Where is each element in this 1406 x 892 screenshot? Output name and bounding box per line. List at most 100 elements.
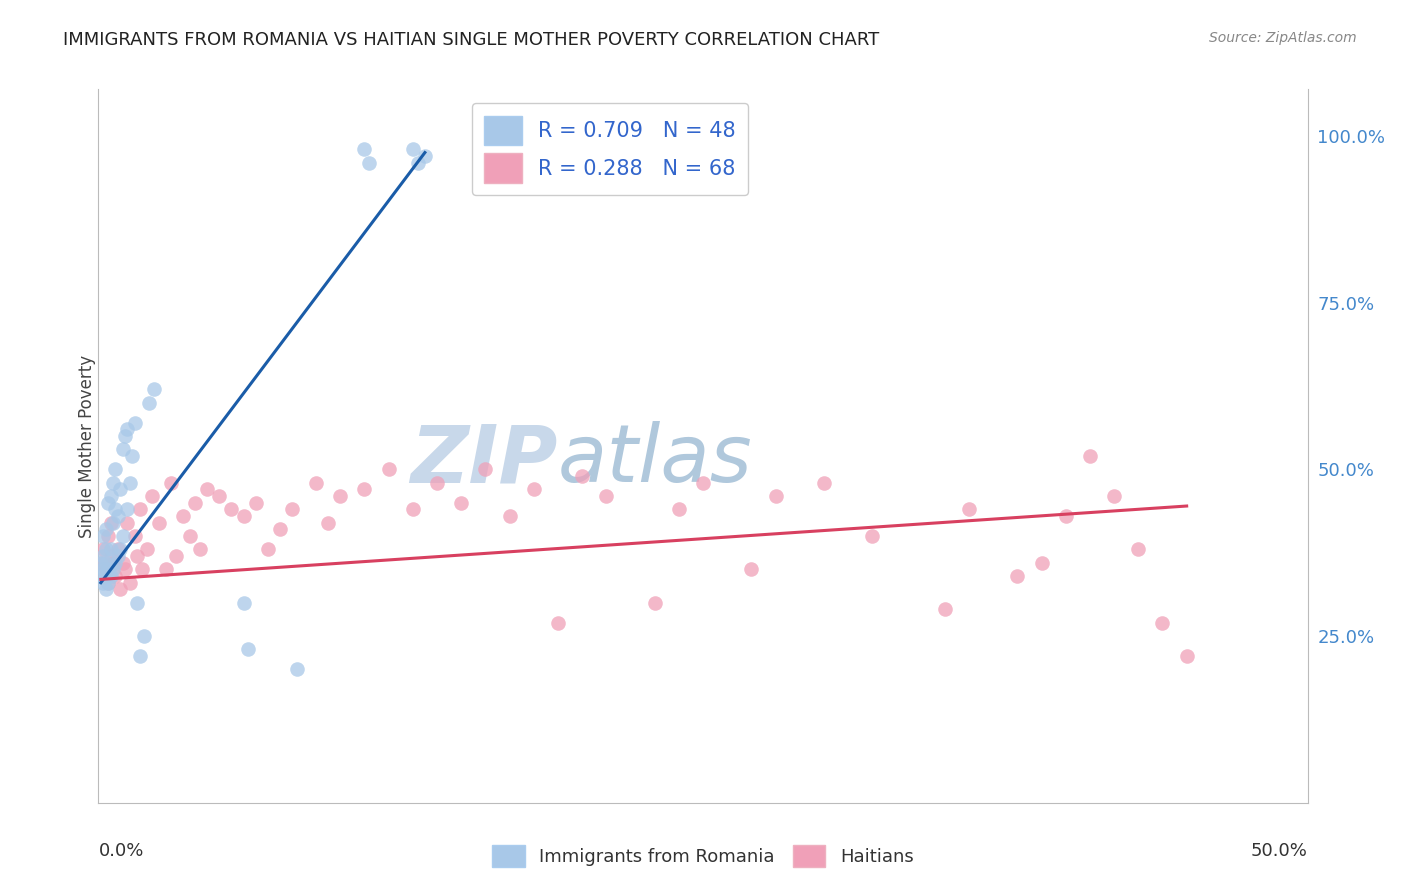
Point xyxy=(134,629,156,643)
Point xyxy=(128,649,150,664)
Point xyxy=(184,496,207,510)
Point xyxy=(91,562,114,576)
Point xyxy=(498,509,520,524)
Point xyxy=(108,483,131,497)
Point xyxy=(426,475,449,490)
Point xyxy=(155,562,177,576)
Point xyxy=(860,529,883,543)
Point xyxy=(100,569,122,583)
Point xyxy=(316,516,339,530)
Point xyxy=(100,542,122,557)
Point xyxy=(101,556,124,570)
Point xyxy=(97,575,120,590)
Point xyxy=(94,582,117,597)
Point xyxy=(668,502,690,516)
Point xyxy=(285,662,308,676)
Point xyxy=(571,469,593,483)
Point xyxy=(91,529,114,543)
Point xyxy=(111,442,134,457)
Point xyxy=(195,483,218,497)
Point xyxy=(104,502,127,516)
Point xyxy=(143,382,166,396)
Point xyxy=(165,549,187,563)
Point xyxy=(138,395,160,409)
Point xyxy=(91,549,114,563)
Point xyxy=(148,516,170,530)
Text: ZIP: ZIP xyxy=(411,421,558,500)
Legend: R = 0.709   N = 48, R = 0.288   N = 68: R = 0.709 N = 48, R = 0.288 N = 68 xyxy=(471,103,748,195)
Point xyxy=(474,462,496,476)
Y-axis label: Single Mother Poverty: Single Mother Poverty xyxy=(79,354,96,538)
Point xyxy=(281,502,304,516)
Point xyxy=(90,556,112,570)
Point xyxy=(232,596,254,610)
Point xyxy=(232,509,254,524)
Point xyxy=(1175,649,1198,664)
Point xyxy=(813,475,835,490)
Point xyxy=(114,562,136,576)
Point xyxy=(1078,449,1101,463)
Point xyxy=(104,569,127,583)
Point xyxy=(406,155,429,169)
Point xyxy=(1007,569,1029,583)
Point xyxy=(353,483,375,497)
Point xyxy=(117,502,139,516)
Point xyxy=(450,496,472,510)
Point xyxy=(160,475,183,490)
Point xyxy=(329,489,352,503)
Point xyxy=(765,489,787,503)
Point xyxy=(188,542,211,557)
Point xyxy=(90,569,112,583)
Point xyxy=(402,142,425,156)
Point xyxy=(100,549,122,563)
Point xyxy=(118,575,141,590)
Point xyxy=(94,569,117,583)
Point xyxy=(179,529,201,543)
Point xyxy=(413,149,436,163)
Point xyxy=(94,542,117,557)
Point xyxy=(692,475,714,490)
Point xyxy=(104,556,127,570)
Point xyxy=(1031,556,1053,570)
Point xyxy=(124,416,146,430)
Point xyxy=(644,596,666,610)
Point xyxy=(128,502,150,516)
Point xyxy=(108,582,131,597)
Text: atlas: atlas xyxy=(558,421,752,500)
Point xyxy=(91,575,114,590)
Point xyxy=(124,529,146,543)
Point xyxy=(97,562,120,576)
Point xyxy=(97,575,120,590)
Text: IMMIGRANTS FROM ROMANIA VS HAITIAN SINGLE MOTHER POVERTY CORRELATION CHART: IMMIGRANTS FROM ROMANIA VS HAITIAN SINGL… xyxy=(63,31,880,49)
Point xyxy=(94,562,117,576)
Point xyxy=(208,489,231,503)
Point xyxy=(108,542,131,557)
Point xyxy=(269,522,291,536)
Point xyxy=(100,516,122,530)
Point xyxy=(1054,509,1077,524)
Point xyxy=(1102,489,1125,503)
Point xyxy=(101,516,124,530)
Point xyxy=(117,516,139,530)
Point xyxy=(172,509,194,524)
Point xyxy=(97,496,120,510)
Point xyxy=(1152,615,1174,630)
Point xyxy=(118,475,141,490)
Point xyxy=(957,502,980,516)
Point xyxy=(100,489,122,503)
Point xyxy=(107,509,129,524)
Point xyxy=(1128,542,1150,557)
Point xyxy=(547,615,569,630)
Point xyxy=(377,462,399,476)
Legend: Immigrants from Romania, Haitians: Immigrants from Romania, Haitians xyxy=(485,838,921,874)
Point xyxy=(934,602,956,616)
Point xyxy=(305,475,328,490)
Point xyxy=(141,489,163,503)
Point xyxy=(740,562,762,576)
Point xyxy=(114,429,136,443)
Text: 0.0%: 0.0% xyxy=(98,842,143,860)
Point xyxy=(131,562,153,576)
Text: Source: ZipAtlas.com: Source: ZipAtlas.com xyxy=(1209,31,1357,45)
Point xyxy=(117,422,139,436)
Point xyxy=(245,496,267,510)
